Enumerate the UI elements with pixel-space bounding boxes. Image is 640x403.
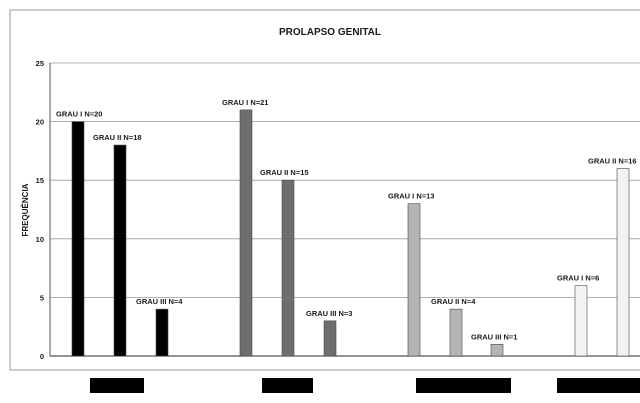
bar-data-label: GRAU II N=18 — [93, 133, 142, 142]
bar-data-label: GRAU II N=16 — [588, 156, 637, 165]
y-tick-label: 5 — [40, 293, 44, 302]
bar — [574, 285, 588, 357]
category-label-redacted — [416, 378, 511, 393]
bar-data-label: GRAU I N=21 — [222, 98, 268, 107]
bar — [616, 168, 630, 357]
bar-data-label: GRAU III N=1 — [471, 332, 517, 341]
bar — [490, 343, 504, 357]
y-tick-label: 10 — [36, 235, 44, 244]
bar-data-label: GRAU II N=15 — [260, 168, 309, 177]
bar-data-label: GRAU I N=6 — [557, 274, 599, 283]
bar — [71, 121, 85, 357]
y-axis-label: FREQUÊNCIA — [21, 183, 30, 236]
bar-data-label: GRAU I N=20 — [56, 110, 102, 119]
category-label-redacted — [262, 378, 313, 393]
y-tick-label: 20 — [36, 118, 44, 127]
gridlines — [49, 62, 640, 357]
chart-frame — [9, 9, 640, 371]
chart-title: PROLAPSO GENITAL — [279, 27, 381, 38]
bar — [113, 144, 127, 357]
bar — [323, 320, 337, 357]
bar — [155, 308, 169, 357]
category-label-redacted — [557, 378, 640, 393]
category-label-redacted — [90, 378, 144, 393]
bar — [449, 308, 463, 357]
bar — [407, 203, 421, 357]
bar-labels: GRAU I N=20 GRAU II N=18 GRAU III N=4 GRAU … — [56, 98, 637, 341]
bar-data-label: GRAU III N=3 — [306, 309, 352, 318]
bar-data-label: GRAU I N=13 — [388, 192, 434, 201]
bar-data-label: GRAU II N=4 — [431, 297, 476, 306]
category-labels — [90, 378, 640, 393]
y-tick-label: 0 — [40, 352, 44, 361]
y-tick-labels: 0 5 10 15 20 25 — [36, 59, 44, 361]
y-tick-label: 25 — [36, 59, 44, 68]
bars — [71, 109, 630, 357]
bar-data-label: GRAU III N=4 — [136, 297, 183, 306]
bar — [239, 109, 253, 357]
y-tick-label: 15 — [36, 176, 44, 185]
bar — [281, 179, 295, 357]
